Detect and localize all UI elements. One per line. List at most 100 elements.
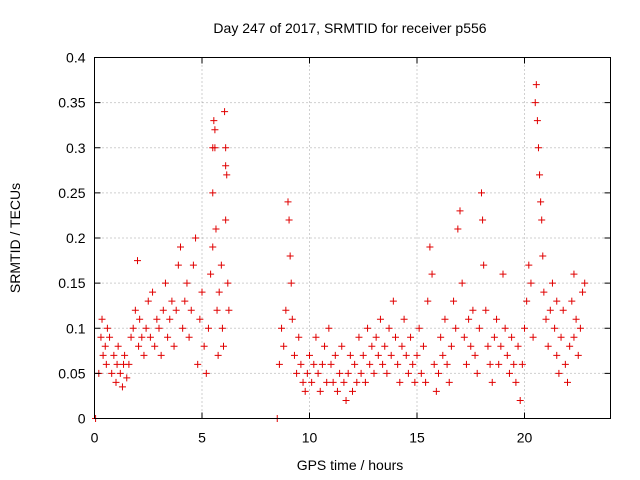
data-point (460, 333, 468, 341)
data-point (542, 315, 550, 323)
data-point (555, 369, 563, 377)
data-point (553, 351, 561, 359)
y-tick-label: 0.15 (58, 275, 85, 291)
data-points (92, 81, 589, 422)
data-point (303, 369, 311, 377)
data-point (430, 360, 438, 368)
data-point (282, 306, 290, 314)
data-point (564, 378, 571, 386)
data-point (134, 257, 141, 265)
data-point (426, 243, 434, 251)
data-point (187, 306, 195, 314)
data-point (361, 378, 369, 386)
axis-ticks (94, 57, 611, 419)
data-point (516, 396, 524, 404)
data-point (155, 324, 163, 332)
data-point (413, 351, 421, 359)
data-point (475, 324, 483, 332)
data-point (364, 324, 372, 332)
data-point (512, 378, 520, 386)
data-point (404, 369, 412, 377)
data-point (280, 342, 288, 350)
x-tick-label: 10 (302, 430, 318, 446)
data-point (400, 315, 408, 323)
data-point (357, 369, 365, 377)
data-point (471, 351, 479, 359)
data-point (102, 360, 110, 368)
data-point (497, 342, 505, 350)
data-point (394, 360, 402, 368)
data-point (222, 216, 230, 224)
data-point (499, 270, 507, 278)
data-point (204, 324, 212, 332)
data-point (441, 315, 449, 323)
data-point (392, 333, 399, 341)
data-point (220, 342, 227, 350)
data-point (202, 369, 210, 377)
data-point (166, 315, 174, 323)
data-point (286, 252, 294, 260)
data-point (484, 342, 492, 350)
data-point (301, 387, 309, 395)
data-point (529, 333, 537, 341)
data-point (218, 324, 226, 332)
data-point (572, 315, 580, 323)
data-point (465, 315, 473, 323)
data-point (297, 360, 305, 368)
data-point (443, 360, 451, 368)
data-point (532, 81, 540, 89)
data-point (323, 378, 331, 386)
data-point (346, 351, 354, 359)
data-point (333, 387, 341, 395)
data-point (110, 351, 118, 359)
data-point (223, 171, 231, 179)
y-tick-label: 0.4 (66, 50, 86, 66)
data-point (355, 333, 363, 341)
data-point (482, 306, 490, 314)
data-point (338, 342, 346, 350)
data-point (118, 383, 126, 391)
data-point (101, 342, 109, 350)
data-point (385, 324, 393, 332)
data-point (424, 297, 432, 305)
data-point (316, 387, 324, 395)
y-tick-labels: 0 0.05 0.1 0.15 0.2 0.25 0.3 0.35 0.4 (58, 50, 85, 427)
data-point (415, 324, 423, 332)
data-point (576, 324, 584, 332)
data-point (214, 351, 222, 359)
data-point (287, 279, 295, 287)
data-point (407, 333, 415, 341)
data-point (381, 342, 389, 350)
data-point (198, 288, 206, 296)
data-point (351, 360, 359, 368)
data-point (97, 333, 105, 341)
data-point (411, 378, 419, 386)
data-point (196, 315, 204, 323)
data-point (548, 279, 556, 287)
y-tick-label: 0.1 (66, 320, 86, 336)
data-point (225, 306, 233, 314)
data-point (409, 360, 417, 368)
data-point (531, 99, 539, 107)
data-point (389, 297, 397, 305)
y-axis-label: SRMTID / TECUs (7, 183, 23, 293)
data-point (275, 360, 283, 368)
data-point (447, 342, 455, 350)
data-point (508, 333, 516, 341)
data-point (454, 225, 462, 233)
data-point (177, 243, 184, 251)
data-point (559, 306, 567, 314)
data-point (473, 369, 481, 377)
data-point (533, 117, 541, 125)
data-point (321, 342, 329, 350)
data-point (490, 333, 498, 341)
data-point (129, 324, 137, 332)
data-point (359, 351, 367, 359)
data-point (200, 342, 208, 350)
data-point (349, 387, 356, 395)
data-point (221, 108, 229, 116)
data-point (514, 342, 522, 350)
data-point (213, 306, 221, 314)
data-point (164, 333, 172, 341)
data-point (521, 324, 528, 332)
